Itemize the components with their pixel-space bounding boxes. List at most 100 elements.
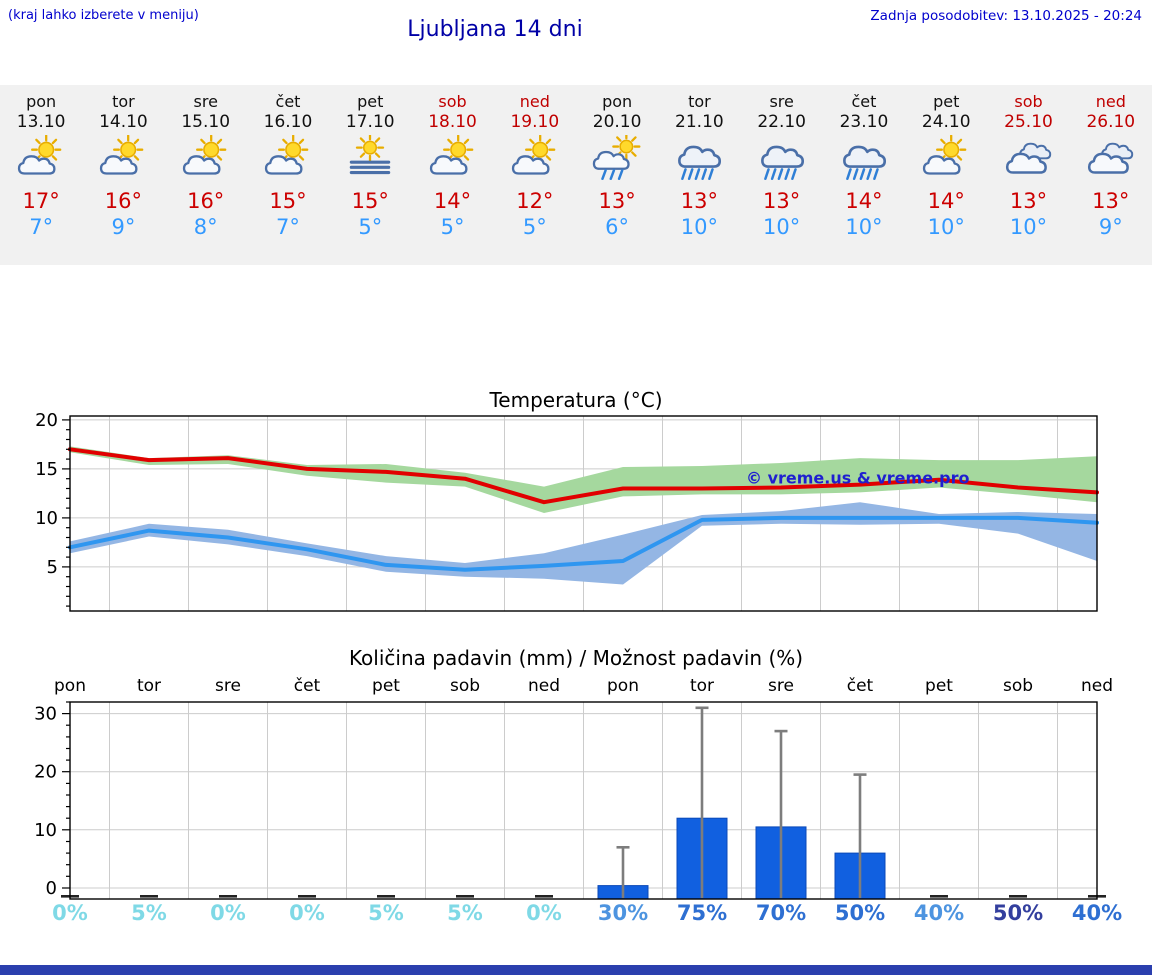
cloudy-icon (1005, 142, 1051, 174)
forecast-day-22.10: sre 22.10 13° 10° (741, 85, 823, 265)
precip-probability-label: 40% (913, 901, 965, 925)
day-name: sob (1014, 92, 1043, 111)
precip-probability-label: 0% (52, 901, 88, 925)
precip-ytick-label: 10 (34, 820, 57, 841)
precip-day-label: sob (449, 676, 481, 696)
day-low-temp: 9° (1098, 215, 1123, 239)
sun-shower-icon (592, 132, 641, 181)
day-high-temp: 16° (187, 189, 225, 213)
day-date: 16.10 (263, 112, 313, 132)
partly-sunny-icon (923, 134, 967, 175)
forecast-day-24.10: pet 24.10 14° 10° (905, 85, 987, 265)
day-name: ned (519, 92, 550, 111)
temperature-chart: 5 10 15 20 © vreme.us & vreme.pro (35, 413, 1099, 612)
forecast-day-13.10: pon 13.10 17° 7° (0, 85, 82, 265)
day-low-temp: 6° (605, 215, 630, 239)
day-high-temp: 15° (269, 189, 307, 213)
forecast-day-25.10: sob 25.10 13° 10° (987, 85, 1069, 265)
day-low-temp: 5° (358, 215, 383, 239)
day-high-temp: 14° (433, 189, 472, 213)
precip-probability-label: 5% (447, 901, 483, 925)
forecast-day-15.10: sre 15.10 16° 8° (165, 85, 247, 265)
day-date: 26.10 (1086, 112, 1136, 132)
precip-zero-bar (1009, 895, 1027, 898)
max-temperature-line (68, 447, 1099, 505)
day-high-temp: 13° (763, 189, 801, 213)
day-high-temp: 12° (516, 189, 554, 213)
day-name: pon (26, 92, 57, 111)
precip-zero-bar (930, 895, 948, 898)
fog-icon (350, 133, 391, 175)
temp-ytick-label: 15 (35, 459, 58, 480)
precip-day-label: ned (1080, 676, 1114, 696)
bottom-bar (0, 965, 1152, 975)
precip-day-label: sob (1002, 676, 1034, 696)
day-low-temp: 10° (1009, 215, 1048, 239)
day-name: tor (688, 92, 711, 111)
day-low-temp: 7° (29, 215, 54, 239)
day-name: tor (112, 92, 135, 111)
precip-zero-bar (219, 895, 237, 898)
day-high-temp: 13° (598, 189, 636, 213)
precip-day-label: pon (54, 676, 86, 696)
day-name: sre (193, 92, 218, 111)
precip-probability-label: 0% (210, 901, 246, 925)
day-date: 18.10 (428, 112, 477, 132)
day-date: 17.10 (345, 112, 395, 132)
precip-zero-bar (535, 895, 553, 898)
precip-zero-bar (456, 895, 474, 898)
day-date: 14.10 (99, 112, 148, 132)
precip-probability-label: 5% (368, 901, 404, 925)
precip-probability-label: 0% (289, 901, 325, 925)
day-low-temp: 10° (763, 215, 801, 239)
partly-sunny-icon (429, 134, 473, 175)
precip-day-label: pet (372, 676, 400, 696)
precip-day-label: sre (215, 676, 241, 696)
day-date: 23.10 (839, 112, 889, 132)
day-low-temp: 7° (276, 215, 300, 239)
day-low-temp: 5° (522, 215, 547, 239)
precip-day-axis: pon tor sre čet pet sob ned pon tor sre čet pet sob n… (0, 676, 1152, 700)
temp-ytick-label: 5 (47, 557, 58, 578)
day-high-temp: 17° (22, 189, 60, 213)
day-low-temp: 5° (440, 215, 465, 239)
precip-probability-label: 50% (834, 901, 886, 925)
page-title: Ljubljana 14 dni (407, 17, 583, 42)
precip-probability-label: 5% (131, 901, 167, 925)
precip-day-label: tor (689, 676, 715, 696)
partly-sunny-icon (264, 134, 309, 175)
temperature-chart-title: Temperatura (°C) (489, 388, 663, 412)
forecast-day-23.10: čet 23.10 14° 10° (823, 85, 905, 265)
precip-ytick-label: 0 (46, 878, 57, 899)
precip-probability-label: 50% (992, 901, 1044, 925)
day-high-temp: 16° (104, 189, 143, 213)
day-low-temp: 9° (111, 215, 136, 239)
location-menu-hint: (kraj lahko izberete v meniju) (8, 8, 199, 23)
day-high-temp: 14° (927, 189, 965, 213)
precip-day-label: čet (846, 676, 874, 696)
min-temperature-band (70, 502, 1097, 585)
partly-sunny-icon (18, 134, 62, 175)
partly-sunny-icon (511, 134, 556, 175)
min-temperature-line (68, 515, 1099, 572)
precip-day-label: pet (925, 676, 953, 696)
forecast-day-20.10: pon 20.10 13° 6° (576, 85, 658, 265)
forecast-strip: pon 13.10 17° 7° tor 14.10 16° 9° sre 15.10 16°… (0, 85, 1152, 265)
day-low-temp: 10° (680, 215, 718, 239)
watermark-link[interactable]: © vreme.us & vreme.pro (746, 469, 969, 488)
precip-zero-bar (140, 895, 158, 898)
day-date: 20.10 (592, 112, 642, 132)
precip-probability-label: 0% (526, 901, 562, 925)
forecast-day-21.10: tor 21.10 13° 10° (658, 85, 740, 265)
precip-probability-label: 75% (676, 901, 728, 925)
precip-probability-label: 30% (597, 901, 649, 925)
forecast-day-16.10: čet 16.10 15° 7° (247, 85, 329, 265)
day-date: 13.10 (16, 112, 66, 132)
rain-icon (678, 145, 722, 181)
forecast-day-19.10: ned 19.10 12° 5° (494, 85, 576, 265)
precip-probability-row: 0% 5% 0% 0% 5% 5% 0% 30% 75% 70% 50% 40% 50% 40% (0, 901, 1152, 929)
day-high-temp: 13° (1009, 189, 1048, 213)
day-high-temp: 15° (351, 189, 389, 213)
day-low-temp: 10° (845, 215, 883, 239)
precip-chart-title: Količina padavin (mm) / Možnost padavin … (348, 646, 804, 670)
